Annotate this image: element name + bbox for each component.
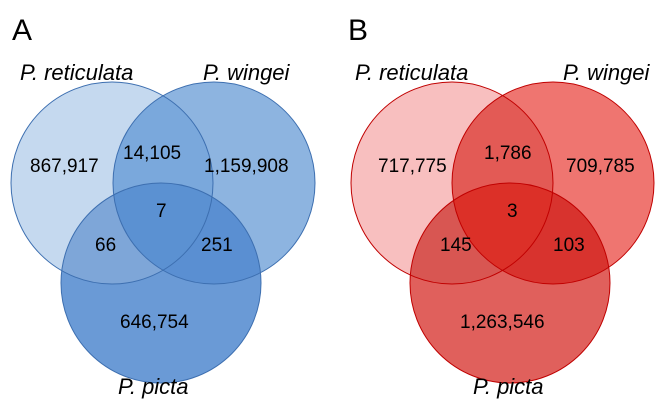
panel-letter: B bbox=[348, 14, 368, 47]
count-right-bottom: 103 bbox=[553, 235, 585, 256]
count-left-right: 14,105 bbox=[123, 143, 181, 164]
venn-panel-b: B P. reticulata P. wingei P. picta 717,7… bbox=[348, 14, 655, 399]
set-label-left: P. reticulata bbox=[355, 60, 468, 85]
set-label-right: P. wingei bbox=[203, 60, 291, 85]
count-bottom-only: 646,754 bbox=[120, 312, 189, 333]
count-left-bottom: 66 bbox=[95, 235, 116, 256]
circle-outline-left bbox=[350, 81, 554, 285]
panel-letter: A bbox=[12, 14, 32, 47]
count-left-bottom: 145 bbox=[440, 235, 472, 256]
count-all-three: 7 bbox=[156, 201, 167, 222]
count-right-only: 1,159,908 bbox=[204, 156, 289, 177]
circle-outline-bottom bbox=[409, 182, 611, 384]
count-right-only: 709,785 bbox=[566, 156, 635, 177]
count-bottom-only: 1,263,546 bbox=[460, 312, 545, 333]
circle-outline-right bbox=[112, 81, 316, 285]
count-right-bottom: 251 bbox=[201, 235, 233, 256]
set-label-bottom: P. picta bbox=[118, 374, 189, 399]
set-label-right: P. wingei bbox=[563, 60, 651, 85]
circle-outline-bottom bbox=[60, 182, 262, 384]
count-left-right: 1,786 bbox=[484, 143, 532, 164]
count-all-three: 3 bbox=[507, 201, 518, 222]
circle-outline-left bbox=[10, 81, 214, 285]
venn-panel-a: A P. reticulata P. wingei P. picta 867,9… bbox=[10, 14, 316, 399]
set-label-left: P. reticulata bbox=[20, 60, 133, 85]
count-left-only: 717,775 bbox=[378, 156, 447, 177]
set-label-bottom: P. picta bbox=[473, 374, 544, 399]
count-left-only: 867,917 bbox=[30, 156, 99, 177]
circle-outline-right bbox=[451, 81, 655, 285]
